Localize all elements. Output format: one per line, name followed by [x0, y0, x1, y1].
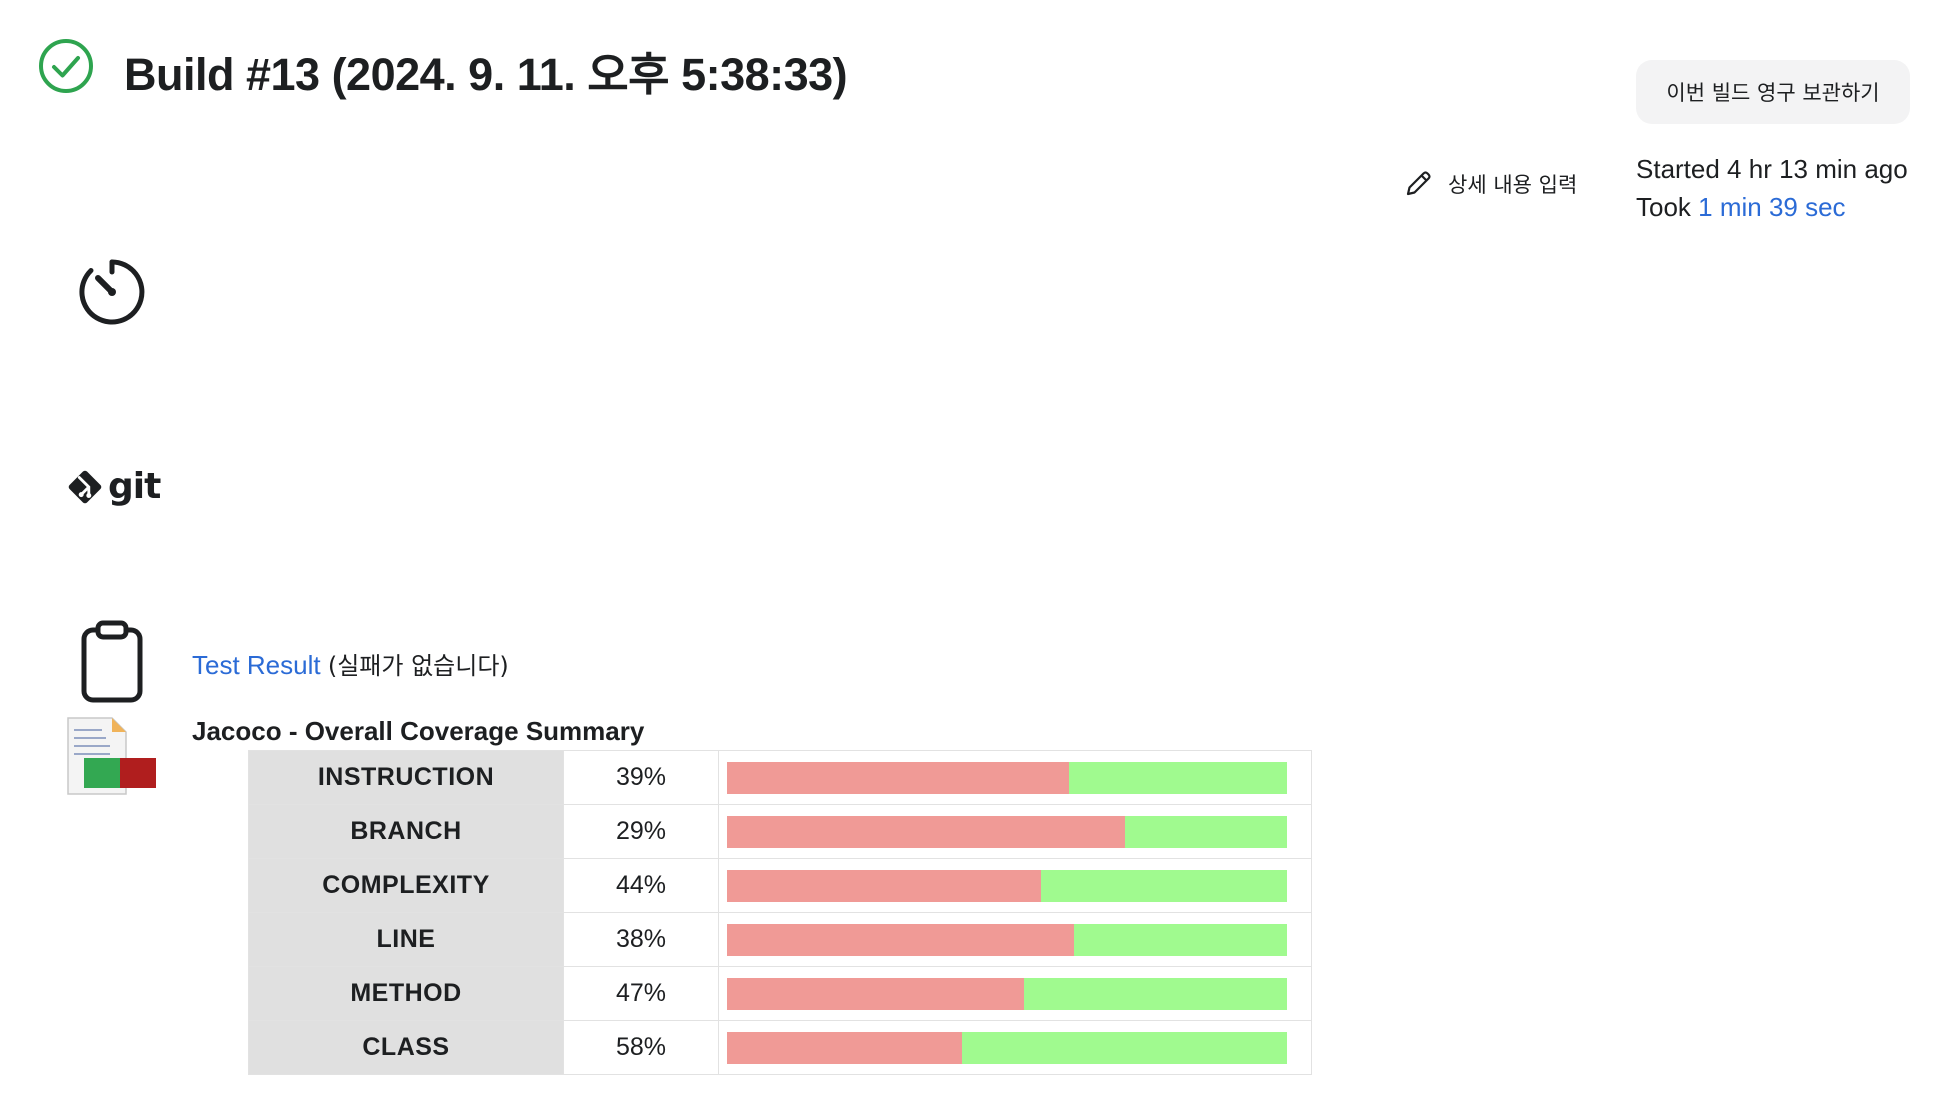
coverage-bar-missed	[727, 761, 1069, 794]
coverage-bar-cell	[718, 1020, 1312, 1075]
coverage-metric-name: INSTRUCTION	[248, 750, 564, 805]
coverage-bar	[727, 761, 1287, 794]
coverage-percent: 39%	[563, 750, 719, 805]
edit-description-button[interactable]: 상세 내용 입력	[1402, 166, 1577, 202]
jacoco-report-icon	[67, 717, 156, 795]
coverage-bar-covered	[962, 1031, 1287, 1064]
coverage-metric-name: BRANCH	[248, 804, 564, 859]
coverage-bar	[727, 977, 1287, 1010]
took-prefix: Took	[1636, 192, 1691, 222]
check-circle-icon	[39, 39, 93, 93]
coverage-bar-cell	[718, 804, 1312, 859]
started-text: Started 4 hr 13 min ago	[1636, 154, 1908, 184]
git-diamond-icon	[68, 470, 102, 503]
coverage-percent: 58%	[563, 1020, 719, 1075]
build-timing: Started 4 hr 13 min ago Took 1 min 39 se…	[1636, 150, 1908, 226]
git-logo: git	[66, 466, 161, 507]
coverage-bar	[727, 815, 1287, 848]
coverage-bar	[727, 1031, 1287, 1064]
coverage-row-line: LINE 38%	[248, 912, 1312, 967]
coverage-percent: 38%	[563, 912, 719, 967]
coverage-metric-name: LINE	[248, 912, 564, 967]
test-result-note: (실패가 없습니다)	[327, 652, 509, 680]
coverage-bar-cell	[718, 858, 1312, 913]
coverage-bar-covered	[1074, 923, 1287, 956]
page-title: Build #13 (2024. 9. 11. 오후 5:38:33)	[124, 49, 848, 100]
coverage-metric-name: CLASS	[248, 1020, 564, 1075]
coverage-summary-title: Jacoco - Overall Coverage Summary	[192, 716, 645, 746]
coverage-row-method: METHOD 47%	[248, 966, 1312, 1021]
coverage-bar-covered	[1040, 869, 1287, 902]
coverage-bar-cell	[718, 750, 1312, 805]
coverage-metric-name: METHOD	[248, 966, 564, 1021]
keep-build-forever-button[interactable]: 이번 빌드 영구 보관하기	[1636, 60, 1910, 124]
coverage-row-instruction: INSTRUCTION 39%	[248, 750, 1312, 805]
test-result-row: Test Result (실패가 없습니다)	[192, 646, 509, 681]
coverage-bar-missed	[727, 923, 1075, 956]
coverage-bar-missed	[727, 1031, 963, 1064]
coverage-table: INSTRUCTION 39% BRANCH 29% COMPLEXITY 44% LINE…	[248, 750, 1312, 1075]
git-logo-text: git	[108, 466, 161, 507]
coverage-bar	[727, 869, 1287, 902]
coverage-row-class: CLASS 58%	[248, 1020, 1312, 1075]
coverage-percent: 29%	[563, 804, 719, 859]
coverage-bar-covered	[1023, 977, 1287, 1010]
coverage-bar-covered	[1124, 815, 1287, 848]
coverage-bar-missed	[727, 977, 1024, 1010]
edit-description-label: 상세 내용 입력	[1448, 173, 1578, 197]
coverage-bar-cell	[718, 966, 1312, 1021]
pencil-icon	[1406, 171, 1431, 196]
coverage-percent: 44%	[563, 858, 719, 913]
coverage-bar-missed	[727, 815, 1125, 848]
coverage-percent: 47%	[563, 966, 719, 1021]
coverage-bar-covered	[1068, 761, 1287, 794]
clipboard-icon	[81, 620, 143, 703]
coverage-bar-missed	[727, 869, 1041, 902]
coverage-bar	[727, 923, 1287, 956]
test-result-link[interactable]: Test Result	[192, 650, 321, 680]
coverage-row-branch: BRANCH 29%	[248, 804, 1312, 859]
coverage-metric-name: COMPLEXITY	[248, 858, 564, 913]
coverage-bar-cell	[718, 912, 1312, 967]
coverage-row-complexity: COMPLEXITY 44%	[248, 858, 1312, 913]
took-line: Took 1 min 39 sec	[1636, 188, 1908, 226]
duration-link[interactable]: 1 min 39 sec	[1698, 192, 1846, 222]
timer-icon	[79, 259, 145, 325]
